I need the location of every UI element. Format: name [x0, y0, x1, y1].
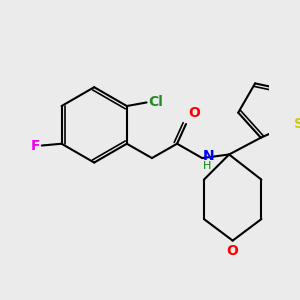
- Text: H: H: [203, 161, 212, 171]
- Text: O: O: [188, 106, 200, 120]
- Text: O: O: [227, 244, 239, 258]
- Text: N: N: [203, 149, 215, 163]
- Text: F: F: [31, 139, 40, 152]
- Text: Cl: Cl: [148, 95, 163, 110]
- Text: S: S: [294, 117, 300, 131]
